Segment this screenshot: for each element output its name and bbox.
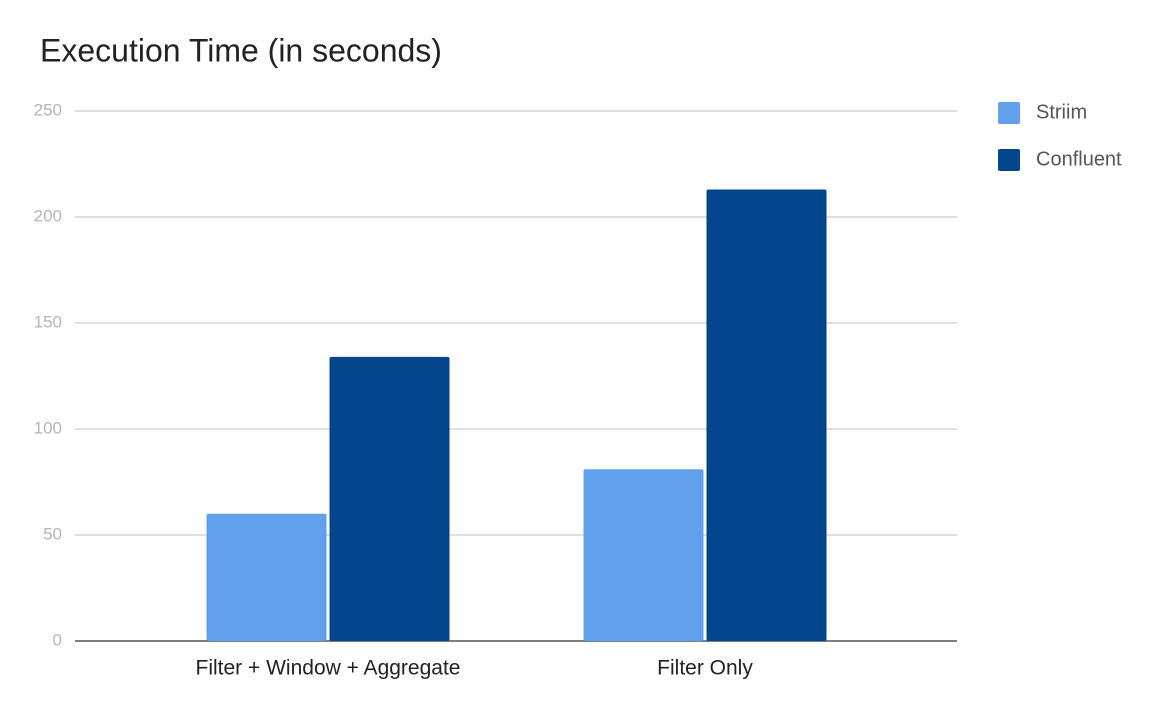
y-tick-label: 200 <box>34 206 62 225</box>
y-tick-label: 0 <box>53 630 62 649</box>
legend-swatch <box>998 102 1020 124</box>
chart-title: Execution Time (in seconds) <box>40 32 442 68</box>
bar <box>329 356 450 641</box>
legend-label: Confluent <box>1036 148 1122 170</box>
y-tick-label: 250 <box>34 100 62 119</box>
legend-label: Striim <box>1036 101 1087 123</box>
x-tick-label: Filter Only <box>657 657 753 680</box>
legend-swatch <box>998 149 1020 171</box>
y-tick-label: 50 <box>43 524 62 543</box>
bar <box>706 189 827 641</box>
y-tick-label: 100 <box>34 418 62 437</box>
y-tick-label: 150 <box>34 312 62 331</box>
bar <box>583 469 704 641</box>
bar <box>206 513 327 641</box>
x-tick-label: Filter + Window + Aggregate <box>196 657 461 680</box>
